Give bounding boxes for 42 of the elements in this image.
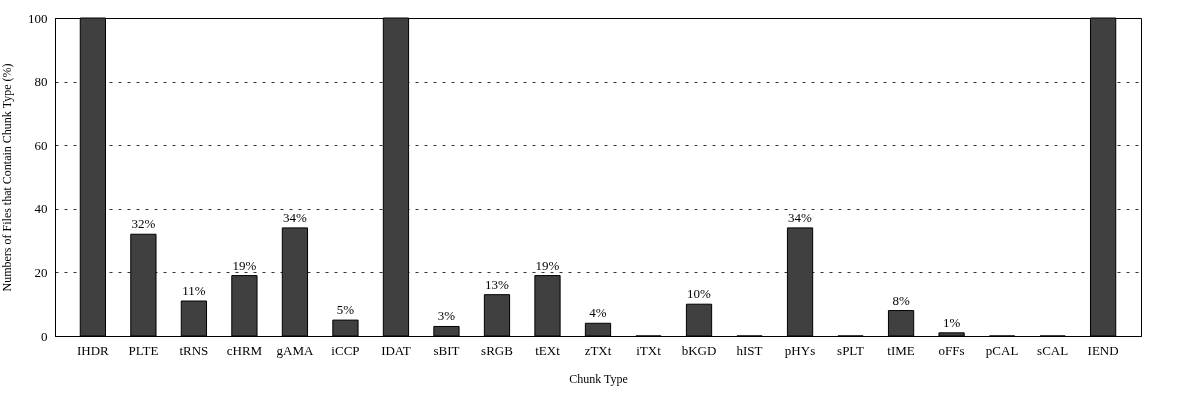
data-label: 1% [942, 314, 961, 330]
x-tick-label: zTXt [584, 342, 612, 358]
x-tick-label: IEND [1087, 342, 1119, 358]
y-tick-label: 40 [34, 201, 48, 217]
x-tick-label: gAMA [276, 342, 314, 358]
data-label: 19% [232, 257, 257, 273]
data-label: 10% [687, 286, 712, 302]
x-tick-label: iTXt [636, 342, 662, 358]
data-label: 19% [535, 257, 560, 273]
data-label: 32% [131, 216, 156, 232]
x-tick-label: iCCP [331, 342, 360, 358]
y-tick-label: 0 [41, 328, 48, 344]
x-tick-label: sRGB [481, 342, 514, 358]
y-tick-label: 100 [28, 10, 48, 26]
x-tick-label: cHRM [226, 342, 263, 358]
x-tick-label: hIST [736, 342, 763, 358]
x-tick-label: pHYs [784, 342, 816, 358]
data-label: 4% [589, 305, 607, 321]
y-tick-label: 20 [34, 264, 48, 280]
data-label: 13% [485, 276, 510, 292]
x-tick-label: PLTE [128, 342, 159, 358]
x-tick-label: IHDR [76, 342, 110, 358]
y-tick-label: 60 [34, 137, 48, 153]
x-tick-label: tEXt [535, 342, 561, 358]
data-label: 34% [788, 209, 813, 225]
x-tick-label: pCAL [985, 342, 1019, 358]
data-label: 8% [892, 292, 910, 308]
x-tick-label: sCAL [1037, 342, 1069, 358]
x-tick-label: oFFs [938, 342, 965, 358]
x-axis-title: Chunk Type [569, 371, 628, 386]
x-tick-label: IDAT [381, 342, 411, 358]
x-tick-label: bKGD [681, 342, 717, 358]
x-tick-label: tRNS [179, 342, 209, 358]
y-tick-label: 80 [34, 74, 48, 90]
y-axis-title: Numbers of Files that Contain Chunk Type (%) [0, 63, 14, 292]
data-label: 34% [283, 209, 308, 225]
x-tick-label: sPLT [837, 342, 865, 358]
data-label: 11% [182, 283, 206, 299]
data-label: 5% [336, 302, 355, 318]
data-label: 3% [437, 308, 456, 324]
x-tick-label: sBIT [433, 342, 460, 358]
x-tick-label: tIME [887, 342, 915, 358]
